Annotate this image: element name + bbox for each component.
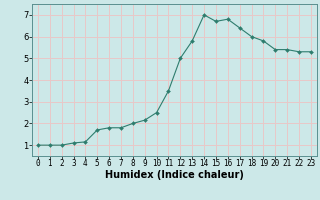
X-axis label: Humidex (Indice chaleur): Humidex (Indice chaleur) xyxy=(105,170,244,180)
